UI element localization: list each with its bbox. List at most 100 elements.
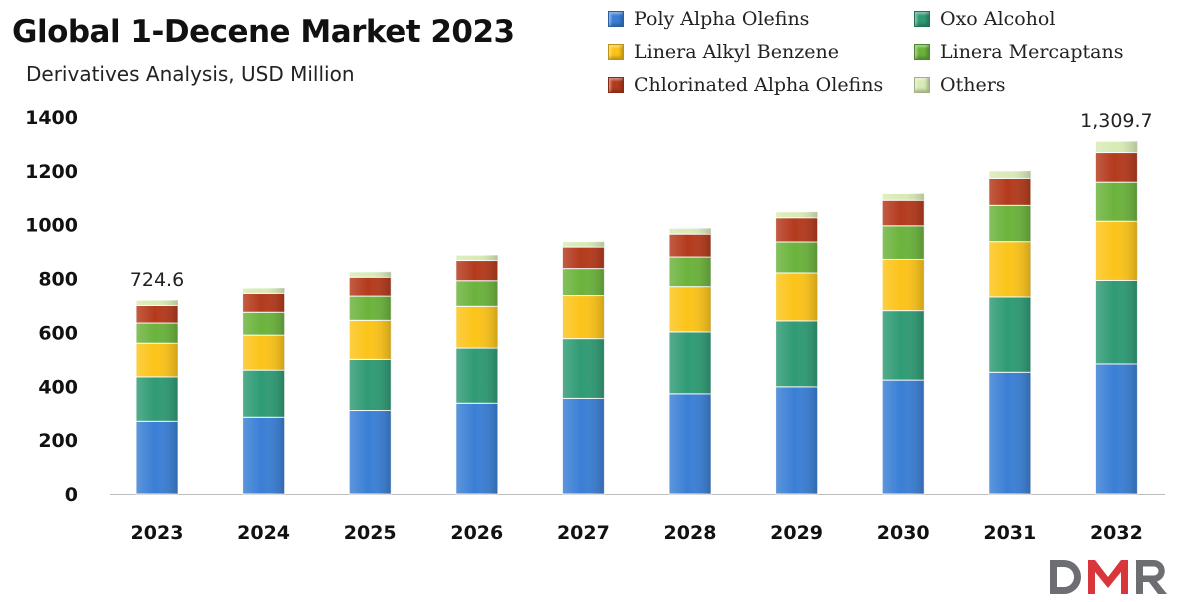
bar-segment-shade bbox=[882, 310, 925, 381]
logo-letter-r bbox=[1136, 560, 1167, 594]
bar-segment-shade bbox=[988, 205, 1031, 242]
legend-swatch bbox=[608, 10, 624, 27]
bar-segment-shade bbox=[669, 234, 711, 258]
legend-label: Others bbox=[940, 73, 1006, 96]
bar-segment-shade bbox=[988, 241, 1031, 297]
bar-segment-shade bbox=[136, 376, 178, 422]
bar-segment-shade bbox=[349, 277, 392, 297]
bar-segment-shade bbox=[242, 287, 285, 294]
bar-segment-shade bbox=[669, 228, 711, 235]
bar-segment-shade bbox=[882, 200, 925, 226]
x-tick-label: 2028 bbox=[664, 522, 717, 544]
bar-segment-shade bbox=[988, 178, 1031, 206]
chart-legend: Poly Alpha Olefins Oxo Alcohol Linera Alky… bbox=[608, 6, 1134, 97]
y-tick-label: 0 bbox=[65, 484, 78, 506]
bar-segment-shade bbox=[349, 320, 392, 360]
bar-segment-shade bbox=[349, 410, 392, 494]
bar-segment-shade bbox=[775, 211, 818, 218]
data-label-2023: 724.6 bbox=[130, 269, 184, 291]
data-label-2032: 1,309.7 bbox=[1080, 110, 1153, 132]
bar-segment-shade bbox=[988, 296, 1031, 373]
logo-letter-m bbox=[1088, 560, 1128, 594]
legend-label: Linera Mercaptans bbox=[940, 40, 1124, 63]
bar-segment-shade bbox=[242, 293, 285, 313]
bar-segment-shade bbox=[349, 359, 392, 411]
chart-title: Global 1-Decene Market 2023 bbox=[12, 14, 515, 50]
bar-segment-shade bbox=[669, 393, 711, 494]
bar-segment-shade bbox=[455, 306, 498, 349]
bar-segment-shade bbox=[882, 380, 925, 494]
bar-segment-shade bbox=[136, 323, 178, 344]
x-tick-label: 2031 bbox=[983, 522, 1036, 544]
legend-item: Poly Alpha Olefins bbox=[608, 6, 914, 31]
bar-segment-shade bbox=[669, 331, 711, 394]
bar-segment-shade bbox=[455, 255, 498, 261]
bar-segment-shade bbox=[136, 305, 178, 324]
y-tick-label: 1000 bbox=[25, 215, 78, 237]
bar-segment-shade bbox=[455, 260, 498, 281]
bar-segment-shade bbox=[136, 421, 178, 494]
bar-segment-shade bbox=[1095, 152, 1138, 183]
y-tick-label: 400 bbox=[38, 376, 78, 398]
legend-swatch bbox=[914, 10, 930, 27]
legend-label: Poly Alpha Olefins bbox=[634, 7, 810, 30]
bar-segment-shade bbox=[1095, 182, 1138, 222]
bar-segment-shade bbox=[882, 259, 925, 311]
bar-segment-shade bbox=[242, 335, 285, 371]
bar-segment-shade bbox=[1095, 363, 1138, 494]
y-tick-label: 1200 bbox=[25, 161, 78, 183]
bar-segment-shade bbox=[242, 312, 285, 336]
legend-item: Linera Mercaptans bbox=[914, 39, 1134, 64]
bar-segment-shade bbox=[136, 300, 178, 306]
bar-segment-shade bbox=[775, 386, 818, 494]
bar-segment-shade bbox=[455, 403, 498, 494]
bar-segment-shade bbox=[349, 296, 392, 321]
x-tick-label: 2030 bbox=[877, 522, 930, 544]
x-tick-label: 2029 bbox=[770, 522, 823, 544]
legend-swatch bbox=[914, 43, 930, 60]
bar-segment-shade bbox=[988, 372, 1031, 494]
x-tick-label: 2032 bbox=[1090, 522, 1143, 544]
dmr-logo bbox=[1046, 556, 1182, 598]
x-tick-label: 2023 bbox=[131, 522, 184, 544]
legend-swatch bbox=[914, 76, 930, 93]
x-tick-label: 2027 bbox=[557, 522, 610, 544]
bar-segment-shade bbox=[775, 320, 818, 387]
legend-item: Others bbox=[914, 72, 1134, 97]
legend-item: Linera Alkyl Benzene bbox=[608, 39, 914, 64]
x-tick-label: 2026 bbox=[450, 522, 503, 544]
bar-segment-shade bbox=[136, 343, 178, 377]
legend-item: Chlorinated Alpha Olefins bbox=[608, 72, 914, 97]
bar-segment-shade bbox=[349, 271, 392, 278]
y-tick-label: 1400 bbox=[25, 107, 78, 129]
bar-segment-shade bbox=[669, 286, 711, 332]
legend-label: Oxo Alcohol bbox=[940, 7, 1056, 30]
bar-segment-shade bbox=[1095, 221, 1138, 281]
bar-segment-shade bbox=[562, 241, 605, 248]
legend-swatch bbox=[608, 76, 624, 93]
bar-segment-shade bbox=[562, 398, 605, 494]
bar-segment-shade bbox=[242, 370, 285, 418]
y-tick-label: 200 bbox=[38, 430, 78, 452]
bar-segment-shade bbox=[669, 257, 711, 287]
legend-swatch bbox=[608, 43, 624, 60]
bar-segment-shade bbox=[242, 417, 285, 494]
legend-item: Oxo Alcohol bbox=[914, 6, 1134, 31]
bar-segment-shade bbox=[775, 217, 818, 242]
bar-segment-shade bbox=[562, 247, 605, 269]
bar-segment-shade bbox=[562, 295, 605, 339]
bar-segment-shade bbox=[882, 193, 925, 201]
bar-segment-shade bbox=[455, 348, 498, 404]
bar-segment-shade bbox=[882, 225, 925, 260]
x-tick-label: 2024 bbox=[237, 522, 290, 544]
logo-letter-d bbox=[1050, 560, 1081, 594]
bar-segment-shade bbox=[775, 272, 818, 321]
bar-segment-shade bbox=[562, 268, 605, 296]
bar-segment-shade bbox=[1095, 141, 1138, 153]
chart-subtitle: Derivatives Analysis, USD Million bbox=[26, 62, 355, 86]
bar-segment-shade bbox=[562, 338, 605, 399]
bar-segment-shade bbox=[775, 241, 818, 273]
bar-segment-shade bbox=[988, 170, 1031, 179]
bar-segment-shade bbox=[455, 280, 498, 307]
